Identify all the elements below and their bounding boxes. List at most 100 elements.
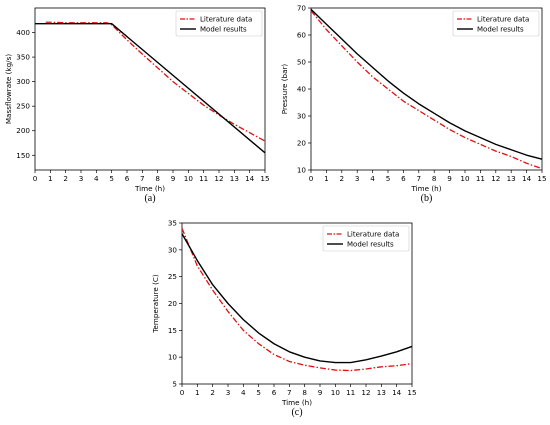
y-axis-label: Massflowrate (kg/s)	[4, 54, 13, 124]
legend: Literature data Model results	[175, 10, 263, 37]
x-tick-label: 15	[537, 174, 546, 183]
legend-label: Literature data	[200, 16, 252, 24]
series-line-literature-data	[45, 21, 266, 142]
x-tick-label: 7	[140, 174, 145, 183]
x-tick-label: 4	[241, 388, 246, 397]
x-tick-label: 11	[346, 388, 355, 397]
x-tick-label: 14	[522, 174, 532, 183]
x-tick-label: 15	[407, 388, 416, 397]
x-tick-label: 7	[417, 174, 422, 183]
legend-label: Literature data	[347, 231, 399, 239]
legend-label: Model results	[347, 241, 394, 249]
series-line-model-results	[310, 8, 543, 160]
x-tick-label: 2	[210, 388, 215, 397]
x-tick-label: 11	[476, 174, 485, 183]
y-tick-label: 30	[297, 112, 307, 121]
legend: Literature data Model results	[452, 10, 540, 37]
series-line-model-results	[35, 23, 266, 154]
x-tick-label: 11	[199, 174, 208, 183]
y-tick-label: 400	[16, 28, 30, 37]
x-tick-label: 15	[260, 174, 269, 183]
x-tick-label: 5	[256, 388, 261, 397]
x-tick-label: 1	[48, 174, 53, 183]
legend-label: Model results	[200, 26, 247, 34]
x-axis-label: Time (h)	[410, 184, 441, 193]
y-tick-label: 70	[297, 4, 307, 13]
x-tick-label: 14	[392, 388, 402, 397]
x-tick-label: 6	[125, 174, 130, 183]
x-tick-label: 13	[507, 174, 516, 183]
x-tick-label: 8	[432, 174, 437, 183]
x-tick-label: 0	[309, 174, 314, 183]
x-tick-label: 2	[340, 174, 345, 183]
y-axis-label: Pressure (bar)	[280, 64, 289, 115]
y-tick-label: 200	[16, 126, 30, 135]
y-tick-label: 20	[297, 139, 307, 148]
x-tick-label: 10	[331, 388, 341, 397]
y-axis-label: Temperature (C)	[151, 274, 160, 334]
x-tick-label: 12	[214, 174, 223, 183]
panel-caption: (b)	[421, 193, 433, 204]
legend-box	[452, 10, 540, 37]
legend-box	[175, 10, 263, 37]
x-tick-label: 5	[386, 174, 391, 183]
panel-caption: (a)	[144, 193, 155, 204]
x-tick-label: 7	[287, 388, 292, 397]
x-tick-label: 3	[355, 174, 360, 183]
x-tick-label: 8	[302, 388, 307, 397]
plot-frame	[34, 7, 266, 171]
x-axis-label: Time (h)	[134, 184, 165, 193]
y-tick-label: 40	[297, 85, 307, 94]
y-tick-label: 25	[168, 272, 177, 281]
x-tick-label: 4	[370, 174, 375, 183]
chart-1: 0 1 2 3 4 5 6 7 8 9 10 11 12 13 14 15150200250300350400…	[4, 7, 270, 204]
legend-label: Literature data	[477, 16, 529, 24]
x-tick-label: 12	[361, 388, 370, 397]
x-tick-label: 0	[180, 388, 185, 397]
y-tick-label: 60	[297, 31, 307, 40]
y-tick-label: 350	[16, 53, 30, 62]
x-tick-label: 13	[230, 174, 239, 183]
x-tick-label: 10	[184, 174, 194, 183]
x-tick-label: 6	[272, 388, 277, 397]
x-tick-label: 10	[460, 174, 470, 183]
y-tick-label: 50	[297, 58, 307, 67]
x-tick-label: 9	[318, 388, 323, 397]
x-tick-label: 6	[401, 174, 406, 183]
series-line-literature-data	[181, 228, 413, 372]
x-tick-label: 8	[155, 174, 160, 183]
y-tick-label: 10	[168, 353, 178, 362]
y-tick-label: 5	[172, 380, 177, 389]
x-tick-label: 12	[491, 174, 500, 183]
legend-label: Model results	[477, 26, 524, 34]
y-tick-label: 250	[16, 102, 30, 111]
x-tick-label: 9	[447, 174, 452, 183]
x-tick-label: 2	[63, 174, 68, 183]
x-tick-label: 9	[171, 174, 176, 183]
y-tick-label: 300	[16, 77, 30, 86]
y-tick-label: 35	[168, 219, 177, 228]
x-tick-label: 5	[109, 174, 114, 183]
y-tick-label: 15	[168, 326, 177, 335]
x-tick-label: 1	[324, 174, 329, 183]
y-tick-label: 150	[16, 151, 30, 160]
series-line-literature-data	[310, 10, 543, 170]
x-tick-label: 3	[79, 174, 84, 183]
x-tick-label: 14	[245, 174, 255, 183]
x-tick-label: 3	[226, 388, 231, 397]
y-tick-label: 10	[297, 166, 307, 175]
legend-box	[322, 225, 410, 252]
panel-caption: (c)	[291, 407, 302, 418]
legend: Literature data Model results	[322, 225, 410, 252]
x-tick-label: 1	[195, 388, 200, 397]
y-tick-label: 30	[168, 245, 178, 254]
x-tick-label: 0	[33, 174, 38, 183]
x-tick-label: 13	[377, 388, 386, 397]
chart-3: 0 1 2 3 4 5 6 7 8 9 10 11 12 13 14 155101520253035Time …	[151, 219, 417, 419]
x-axis-label: Time (h)	[281, 398, 312, 407]
series-line-model-results	[181, 233, 413, 364]
y-tick-label: 20	[168, 299, 178, 308]
chart-2: 0 1 2 3 4 5 6 7 8 9 10 11 12 13 14 1510203040506070Time…	[280, 4, 547, 205]
x-tick-label: 4	[94, 174, 99, 183]
